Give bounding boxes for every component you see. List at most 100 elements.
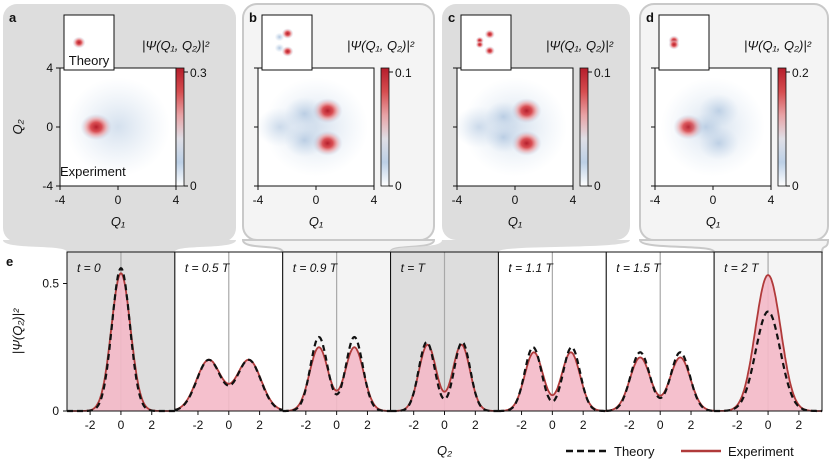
- panel-letter: a: [9, 10, 17, 25]
- x-tick-label: 0: [118, 418, 125, 432]
- y-tick-label: -4: [42, 179, 53, 193]
- colorbar-min-label: 0: [395, 179, 402, 193]
- experiment-area: [282, 347, 391, 411]
- theory-inset-map: [475, 29, 495, 56]
- panel-connector: [3, 240, 236, 252]
- x-axis-label: Q₁: [508, 214, 522, 229]
- experiment-lobe: [258, 107, 304, 147]
- theory-line: [282, 335, 391, 413]
- x-tick-label: 2: [364, 418, 371, 432]
- colorbar: [579, 67, 589, 187]
- x-tick-label: 0: [657, 418, 664, 432]
- panel-letter: e: [6, 254, 13, 269]
- colorbar-max-label: 0.3: [190, 66, 207, 80]
- theory-inset-map: [274, 28, 294, 57]
- colorbar-title: |Ψ(Q₁, Q₂)|²: [546, 38, 614, 53]
- x-tick-label: -4: [55, 193, 66, 207]
- heatmap: [258, 77, 369, 177]
- colorbar-max-label: 0.2: [792, 66, 809, 80]
- theory-lobe: [274, 32, 285, 42]
- panel-connector: [390, 240, 630, 252]
- theory-line: [606, 351, 715, 412]
- y-axis-label: |Ψ(Q₂)|²: [10, 308, 25, 354]
- theory-line: [390, 340, 499, 413]
- theory-inset-map: [668, 35, 680, 50]
- subplot-title: t = 2 T: [724, 261, 760, 275]
- colorbar-title: |Ψ(Q₁, Q₂)|²: [744, 38, 812, 53]
- x-tick-label: -4: [253, 193, 264, 207]
- heatmap: [457, 77, 568, 177]
- x-tick-label: 0: [115, 193, 122, 207]
- experiment-lobe: [689, 112, 723, 142]
- theory-lobe: [668, 39, 680, 50]
- subplot-5: t = 1.5 T -2 0 2: [605, 251, 715, 432]
- theory-line: [174, 358, 283, 412]
- theory-lobe: [281, 46, 294, 57]
- x-tick-label: -4: [452, 193, 463, 207]
- legend-experiment-label: Experiment: [728, 444, 794, 459]
- legend-theory-label: Theory: [614, 444, 655, 459]
- experiment-area: [67, 273, 175, 411]
- theory-inset: [460, 14, 512, 71]
- legend: Theory Experiment: [566, 444, 794, 459]
- experiment-label: Experiment: [60, 164, 126, 179]
- x-tick-label: 4: [173, 193, 180, 207]
- experiment-area: [714, 275, 822, 411]
- heatmap: [660, 77, 766, 177]
- x-tick-label: -2: [300, 418, 311, 432]
- subplot-title: t = 1.1 T: [508, 261, 554, 275]
- theory-line: [498, 346, 607, 413]
- subplot-4: t = 1.1 T -2 0 2: [497, 251, 607, 432]
- experiment-area: [174, 359, 283, 411]
- colorbar-min-label: 0: [792, 179, 799, 193]
- panel-b: b -4 0 4 Q₁ 0.1 0 |Ψ(Q₁, Q₂)|²: [242, 3, 435, 241]
- x-tick-label: 2: [580, 418, 587, 432]
- experiment-lobe: [80, 113, 113, 141]
- subplot-0: t = 0 -2 0 2: [66, 251, 176, 432]
- subplot-title: t = T: [401, 261, 427, 275]
- x-tick-label: 0: [710, 193, 717, 207]
- y-tick-label: 0: [46, 120, 53, 134]
- x-axis-label: Q₁: [111, 214, 125, 229]
- panel-a: a-4 0 440-4Q₁Q₂TheoryExperiment0.30|Ψ(Q₁, …: [3, 4, 236, 242]
- subplot-1: t = 0.5 T -2 0 2: [174, 251, 284, 432]
- colorbar-min-label: 0: [190, 179, 197, 193]
- colorbar: [777, 67, 787, 187]
- subplot-title: t = 0.5 T: [185, 261, 231, 275]
- theory-inset-map: [72, 36, 86, 49]
- theory-lobe: [484, 46, 495, 56]
- theory-lobe: [484, 29, 495, 39]
- y-tick-label: 0: [52, 404, 59, 418]
- x-tick-label: -2: [408, 418, 419, 432]
- x-tick-label: 0: [333, 418, 340, 432]
- x-tick-label: -4: [650, 193, 661, 207]
- panel-d: d -4 0 4 Q₁ 0.2 0 |Ψ(Q₁, Q₂)|²: [639, 3, 829, 241]
- x-tick-label: 0: [512, 193, 519, 207]
- colorbar-max-label: 0.1: [395, 66, 412, 80]
- x-tick-label: 2: [256, 418, 263, 432]
- theory-lobe: [281, 28, 294, 39]
- x-tick-label: 4: [570, 193, 577, 207]
- x-tick-label: 2: [148, 418, 155, 432]
- experiment-area: [498, 352, 607, 411]
- theory-lobe: [475, 40, 484, 49]
- theory-lobe: [274, 43, 285, 53]
- theory-label: Theory: [69, 53, 110, 68]
- heatmap-halo: [65, 77, 171, 177]
- x-tick-label: 0: [225, 418, 232, 432]
- panel-letter: b: [249, 10, 257, 25]
- panel-letter: c: [448, 10, 455, 25]
- theory-inset: [63, 14, 115, 71]
- x-axis-label: Q₁: [706, 214, 720, 229]
- subplot-2: t = 0.9 T -2 0 2: [282, 251, 392, 432]
- x-tick-label: -2: [732, 418, 743, 432]
- subplot-title: t = 1.5 T: [616, 261, 662, 275]
- y-tick-label: 4: [46, 61, 53, 75]
- experiment-area: [390, 344, 499, 411]
- panel-connector: [638, 239, 830, 253]
- subplot-title: t = 0: [77, 261, 101, 275]
- y-axis-label: Q₂: [10, 119, 25, 134]
- colorbar-title: |Ψ(Q₁, Q₂)|²: [347, 38, 415, 53]
- x-tick-label: 2: [472, 418, 479, 432]
